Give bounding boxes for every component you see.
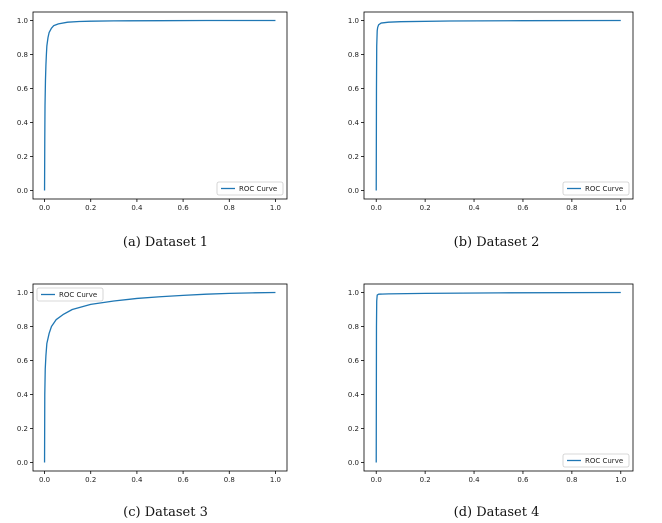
x-tick-label: 0.4 <box>131 476 143 484</box>
chart-panel-d: 0.0 0.2 0.4 0.6 0.8 1.0 0.0 0.2 0.4 0.6 0.8 1.0 ROC … <box>331 262 662 523</box>
x-tick-label: 0.6 <box>517 476 529 484</box>
roc-curve-line-c <box>43 291 276 463</box>
y-tick-label: 0.8 <box>348 51 359 59</box>
x-tick-label: 0.4 <box>468 204 480 212</box>
roc-curve-line-a <box>43 19 276 191</box>
legend-label: ROC Curve <box>585 457 623 465</box>
roc-chart-d: 0.0 0.2 0.4 0.6 0.8 1.0 0.0 0.2 0.4 0.6 0.8 1.0 ROC … <box>348 283 634 484</box>
y-tick-label: 0.8 <box>17 51 28 59</box>
legend-box <box>216 181 284 196</box>
y-tick-label: 0.4 <box>17 119 29 127</box>
caption-b: (b) Dataset 2 <box>453 235 540 250</box>
x-tick-label: 0.6 <box>517 204 529 212</box>
y-tick-label: 1.0 <box>348 17 359 25</box>
y-tick-label: 1.0 <box>17 289 28 297</box>
axes-frame-d <box>363 283 634 472</box>
y-tick-label: 0.2 <box>348 425 359 433</box>
y-tick-label: 0.2 <box>17 425 28 433</box>
x-tick-label: 0.4 <box>131 204 143 212</box>
y-tick-label: 1.0 <box>348 289 359 297</box>
roc-curve-line-b <box>375 19 621 191</box>
x-tick-label: 0.6 <box>178 476 190 484</box>
y-tick-label: 0.0 <box>348 187 359 195</box>
roc-chart-c: 0.0 0.2 0.4 0.6 0.8 1.0 0.0 0.2 0.4 0.6 0.8 1.0 ROC … <box>17 283 288 484</box>
x-tick-label: 1.0 <box>615 476 626 484</box>
roc-chart-b: 0.0 0.2 0.4 0.6 0.8 1.0 0.0 0.2 0.4 0.6 0.8 1.0 ROC … <box>348 11 634 212</box>
y-tick-label: 1.0 <box>17 17 28 25</box>
x-tick-label: 0.2 <box>85 204 96 212</box>
chart-panel-b: 0.0 0.2 0.4 0.6 0.8 1.0 0.0 0.2 0.4 0.6 0.8 1.0 ROC … <box>331 0 662 261</box>
y-tick-label: 0.8 <box>348 323 359 331</box>
y-tick-label: 0.4 <box>348 391 360 399</box>
legend-box <box>562 453 630 468</box>
legend-box <box>36 287 104 302</box>
x-tick-label: 0.2 <box>420 204 431 212</box>
roc-chart-a: 0.0 0.2 0.4 0.6 0.8 1.0 0.0 0.2 0.4 0.6 0.8 1.0 ROC … <box>17 11 288 212</box>
y-tick-label: 0.2 <box>348 153 359 161</box>
x-tick-label: 0.2 <box>85 476 96 484</box>
y-tick-label: 0.0 <box>348 459 359 467</box>
caption-a: (a) Dataset 1 <box>122 235 209 250</box>
x-tick-label: 1.0 <box>270 204 281 212</box>
caption-d: (d) Dataset 4 <box>453 505 540 520</box>
x-tick-label: 0.0 <box>39 204 50 212</box>
x-tick-label: 0.0 <box>371 476 382 484</box>
chart-panel-a: 0.0 0.2 0.4 0.6 0.8 1.0 0.0 0.2 0.4 0.6 0.8 1.0 ROC … <box>0 0 331 261</box>
x-tick-label: 0.0 <box>39 476 50 484</box>
y-tick-label: 0.6 <box>17 357 29 365</box>
y-tick-label: 0.4 <box>348 119 360 127</box>
legend-box <box>562 181 630 196</box>
x-tick-label: 0.8 <box>224 204 235 212</box>
axes-frame-c <box>32 283 288 472</box>
x-tick-label: 0.4 <box>468 476 480 484</box>
axes-frame-a <box>32 11 288 200</box>
caption-c: (c) Dataset 3 <box>123 505 208 520</box>
chart-panel-c: 0.0 0.2 0.4 0.6 0.8 1.0 0.0 0.2 0.4 0.6 0.8 1.0 ROC … <box>0 262 331 523</box>
x-tick-label: 0.8 <box>224 476 235 484</box>
y-tick-label: 0.8 <box>17 323 28 331</box>
legend-label: ROC Curve <box>585 185 623 193</box>
x-tick-label: 0.2 <box>420 476 431 484</box>
axes-frame-b <box>363 11 634 200</box>
x-tick-label: 0.8 <box>566 476 577 484</box>
y-tick-label: 0.6 <box>348 357 360 365</box>
y-tick-label: 0.6 <box>17 85 29 93</box>
x-tick-label: 0.0 <box>371 204 382 212</box>
y-tick-label: 0.4 <box>17 391 29 399</box>
x-tick-label: 1.0 <box>270 476 281 484</box>
y-tick-label: 0.6 <box>348 85 360 93</box>
legend-label: ROC Curve <box>59 291 97 299</box>
y-tick-label: 0.2 <box>17 153 28 161</box>
x-tick-label: 0.6 <box>178 204 190 212</box>
x-tick-label: 1.0 <box>615 204 626 212</box>
y-tick-label: 0.0 <box>17 187 28 195</box>
legend-label: ROC Curve <box>239 185 277 193</box>
x-tick-label: 0.8 <box>566 204 577 212</box>
y-tick-label: 0.0 <box>17 459 28 467</box>
roc-curve-line-d <box>375 291 621 463</box>
